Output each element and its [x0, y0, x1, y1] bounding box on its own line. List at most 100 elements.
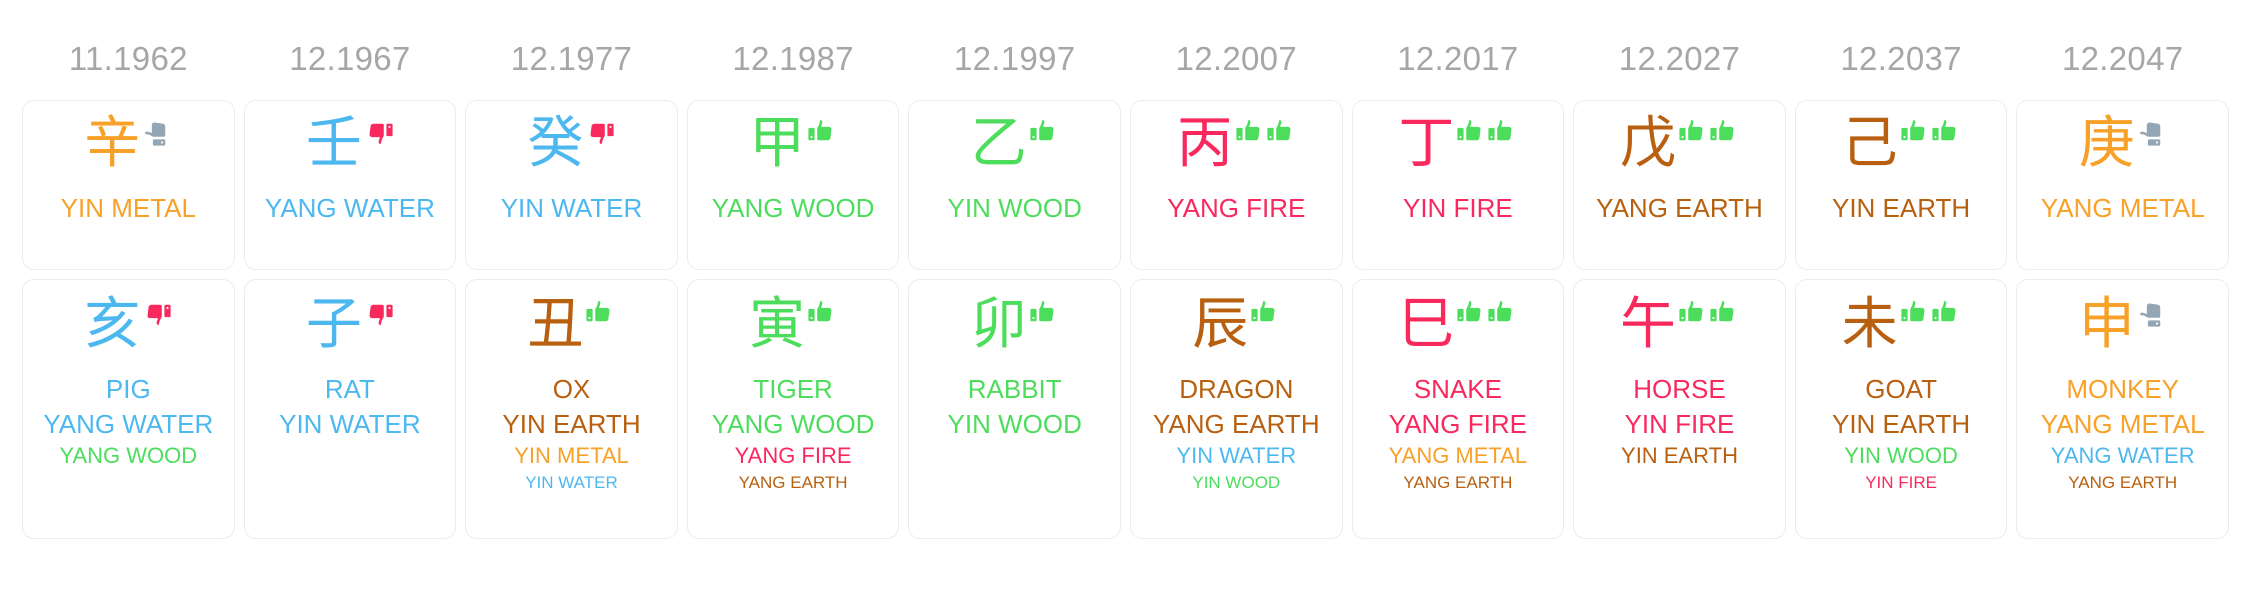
stem-element-label: YIN METAL: [60, 193, 196, 223]
stem-glyph-line: 癸: [466, 113, 677, 187]
hidden-stem-element-label: YANG FIRE: [1388, 408, 1527, 439]
pillar-date-label: 12.2027: [1618, 40, 1741, 77]
stem-glyph-line: 丁: [1353, 113, 1564, 187]
earthly-branch-row: 亥 PIG YANG WATER YANG WOOD 子 RAT YIN WATER 丑 OX Y…: [0, 279, 2251, 539]
heavenly-stem-card[interactable]: 甲 YANG WOOD: [686, 100, 900, 270]
thumbs-up-icon: [1709, 117, 1739, 147]
hidden-stem-element-label: YIN EARTH: [502, 408, 641, 439]
thumbs-up-icon-group: [1235, 117, 1296, 147]
branch-chinese-character: 卯: [970, 292, 1027, 357]
earthly-branch-card[interactable]: 丑 OX YIN EARTH YIN METAL YIN WATER: [465, 279, 678, 539]
branch-chinese-character: 巳: [1398, 292, 1455, 357]
heavenly-stem-card[interactable]: 戊 YANG EARTH: [1573, 100, 1786, 270]
thumbs-up-icon: [1456, 298, 1486, 328]
branch-animal-label: PIG: [105, 374, 151, 404]
thumbs-up-icon: [807, 298, 837, 328]
hidden-stem-element-label: YIN METAL: [514, 443, 629, 469]
stem-glyph-line: 甲: [688, 113, 899, 187]
pillar-date-label: 12.2037: [1840, 40, 1962, 77]
thumbs-up-icon-group: [1456, 298, 1517, 328]
thumb-neutral-icon-group: [2137, 298, 2167, 328]
hidden-stem-element-label: YIN WATER: [1176, 443, 1297, 469]
heavenly-stem-card[interactable]: 庚 YANG METAL: [2016, 100, 2229, 270]
hidden-stem-element-label: YIN WATER: [525, 473, 618, 493]
pillar-date-label: 12.1997: [954, 40, 1076, 77]
thumbs-up-icon: [1487, 117, 1517, 147]
thumbs-up-icon: [1900, 117, 1930, 147]
stem-glyph-line: 乙: [909, 113, 1120, 187]
stem-element-label: YANG EARTH: [1596, 193, 1763, 223]
pillar-date-label: 12.1967: [289, 40, 411, 77]
thumbs-up-icon: [1235, 117, 1265, 147]
heavenly-stem-card[interactable]: 癸 YIN WATER: [465, 100, 678, 270]
stem-glyph-line: 辛: [23, 113, 234, 187]
hidden-stem-element-label: YIN EARTH: [1831, 408, 1971, 439]
thumbs-up-icon: [1487, 298, 1517, 328]
stem-glyph-line: 庚: [2017, 113, 2228, 187]
earthly-branch-card[interactable]: 未 GOAT YIN EARTH YIN WOOD YIN FIRE: [1794, 279, 2008, 539]
hidden-stem-element-label: YANG EARTH: [2068, 473, 2178, 493]
branch-chinese-character: 亥: [84, 292, 141, 357]
earthly-branch-card[interactable]: 申 MONKEY YANG METAL YANG WATER YANG EARTH: [2016, 279, 2229, 539]
heavenly-stem-card[interactable]: 丁 YIN FIRE: [1351, 100, 1565, 270]
stem-chinese-character: 己: [1841, 111, 1898, 176]
branch-animal-label: RABBIT: [967, 374, 1062, 404]
heavenly-stem-card[interactable]: 乙 YIN WOOD: [908, 100, 1121, 270]
earthly-branch-card[interactable]: 亥 PIG YANG WATER YANG WOOD: [22, 279, 235, 539]
earthly-branch-card[interactable]: 巳 SNAKE YANG FIRE YANG METAL YANG EARTH: [1351, 279, 1565, 539]
branch-glyph-line: 辰: [1131, 294, 1342, 368]
pillar-date-label: 12.1977: [510, 40, 633, 77]
earthly-branch-card[interactable]: 子 RAT YIN WATER: [243, 279, 457, 539]
thumbs-down-icon-group: [364, 117, 394, 147]
stem-element-label: YIN WOOD: [947, 193, 1082, 223]
thumbs-up-icon: [1678, 298, 1708, 328]
stem-chinese-character: 丁: [1398, 111, 1455, 176]
thumbs-down-icon-group: [142, 298, 172, 328]
thumbs-up-icon: [1709, 298, 1739, 328]
branch-animal-label: HORSE: [1633, 374, 1726, 404]
heavenly-stem-card[interactable]: 己 YIN EARTH: [1794, 100, 2008, 270]
heavenly-stem-row: 辛 YIN METAL 壬 YANG WATER 癸 YIN WATER 甲 YANG WOO…: [0, 100, 2251, 270]
branch-animal-label: RAT: [324, 374, 375, 404]
branch-glyph-line: 亥: [23, 294, 234, 368]
thumbs-up-icon: [1250, 298, 1280, 328]
stem-glyph-line: 壬: [245, 113, 456, 187]
branch-animal-label: DRAGON: [1179, 374, 1294, 404]
thumbs-up-icon-group: [1250, 298, 1280, 328]
heavenly-stem-card[interactable]: 丙 YANG FIRE: [1130, 100, 1343, 270]
earthly-branch-card[interactable]: 寅 TIGER YANG WOOD YANG FIRE YANG EARTH: [686, 279, 900, 539]
hidden-stem-element-label: YANG METAL: [1388, 443, 1528, 469]
hidden-stem-element-label: YANG EARTH: [1152, 408, 1320, 439]
thumb-sideways-icon: [142, 117, 172, 147]
earthly-branch-card[interactable]: 辰 DRAGON YANG EARTH YIN WATER YIN WOOD: [1130, 279, 1343, 539]
earthly-branch-card[interactable]: 午 HORSE YIN FIRE YIN EARTH: [1573, 279, 1786, 539]
pillar-date-label: 12.1987: [732, 40, 854, 77]
stem-chinese-character: 乙: [970, 111, 1027, 176]
stem-glyph-line: 己: [1796, 113, 2007, 187]
thumbs-down-icon-group: [585, 117, 615, 147]
hidden-stem-element-label: YANG WATER: [2050, 443, 2195, 469]
branch-glyph-line: 卯: [909, 294, 1120, 368]
branch-animal-label: SNAKE: [1413, 374, 1502, 404]
thumbs-down-icon: [585, 117, 615, 147]
hidden-stem-element-label: YIN WOOD: [1192, 473, 1281, 493]
thumbs-up-icon-group: [1456, 117, 1517, 147]
hidden-stem-element-label: YIN WOOD: [947, 408, 1082, 439]
branch-glyph-line: 未: [1796, 294, 2007, 368]
heavenly-stem-card[interactable]: 辛 YIN METAL: [22, 100, 235, 270]
branch-glyph-line: 子: [245, 294, 456, 368]
hidden-stem-element-label: YIN WATER: [279, 408, 421, 439]
heavenly-stem-card[interactable]: 壬 YANG WATER: [243, 100, 457, 270]
branch-animal-label: OX: [552, 374, 591, 404]
branch-animal-label: GOAT: [1865, 374, 1937, 404]
earthly-branch-card[interactable]: 卯 RABBIT YIN WOOD: [908, 279, 1121, 539]
stem-chinese-character: 庚: [2078, 111, 2135, 176]
thumbs-up-icon: [1266, 117, 1296, 147]
hidden-stem-element-label: YANG WOOD: [59, 443, 198, 469]
branch-chinese-character: 寅: [749, 292, 806, 357]
hidden-stem-element-label: YANG WOOD: [711, 408, 875, 439]
thumbs-up-icon-group: [585, 298, 615, 328]
thumb-sideways-icon: [2137, 298, 2167, 328]
thumbs-up-icon-group: [1029, 117, 1059, 147]
